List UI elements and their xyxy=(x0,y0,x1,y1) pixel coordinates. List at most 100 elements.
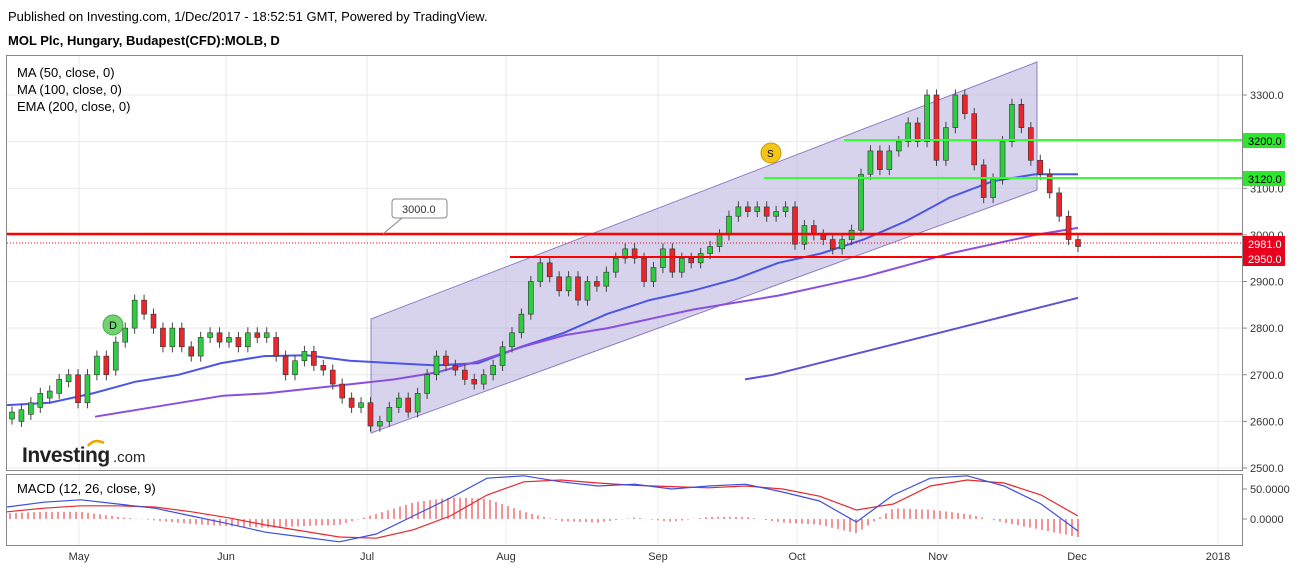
ma100-line xyxy=(94,226,1079,418)
macd-y-tick-label: 50.0000 xyxy=(1250,484,1290,496)
moving-averages xyxy=(7,173,1079,418)
ma50-line xyxy=(7,173,1078,407)
candle-body xyxy=(678,257,685,273)
x-tick-label: Nov xyxy=(928,551,948,563)
candle-body xyxy=(160,327,166,348)
price-tag-3120: 3120.0 xyxy=(1243,171,1285,186)
y-tick-label: 2700.0 xyxy=(1250,370,1284,382)
candle-body xyxy=(84,374,91,404)
candle-body xyxy=(28,402,34,415)
candle-body xyxy=(263,332,270,338)
candle-body xyxy=(792,206,798,245)
callout-3000[interactable]: 3000.0 xyxy=(382,198,448,235)
candle-body xyxy=(565,276,572,292)
dividend-marker[interactable]: D xyxy=(102,314,124,336)
candle-body xyxy=(999,141,1006,180)
candle-body xyxy=(933,94,940,161)
y-tick-label: 2800.0 xyxy=(1250,323,1284,335)
candle-body xyxy=(433,355,440,376)
candle-body xyxy=(754,206,761,212)
candle-body xyxy=(216,332,223,343)
x-tick-label: May xyxy=(69,551,90,563)
candle-body xyxy=(782,206,789,212)
candle-body xyxy=(273,337,279,357)
candle-body xyxy=(197,337,204,357)
price-tag-2950: 2950.0 xyxy=(1243,251,1285,266)
candle-body xyxy=(886,150,893,170)
x-tick-label: 2018 xyxy=(1206,551,1230,563)
candle-body xyxy=(518,313,525,334)
candle-body xyxy=(726,215,732,236)
candle-body xyxy=(669,248,676,273)
candle-body xyxy=(75,374,81,404)
macd-line xyxy=(6,475,1079,543)
x-tick-label: Jun xyxy=(217,551,235,563)
candle-body xyxy=(499,346,506,366)
candle-body xyxy=(745,206,751,212)
candle-body xyxy=(650,267,657,282)
candle-body xyxy=(405,397,412,413)
candle-body xyxy=(528,281,534,315)
candle-body xyxy=(858,173,864,231)
candle-body xyxy=(282,355,289,376)
candle-body xyxy=(386,407,393,422)
candle-body xyxy=(961,94,968,114)
candle-body xyxy=(301,351,308,362)
candle-body xyxy=(292,360,298,376)
candle-body xyxy=(612,257,619,273)
symbol-title: MOL Plc, Hungary, Budapest(CFD):MOLB, D xyxy=(8,33,280,48)
candle-body xyxy=(622,248,628,259)
candle-body xyxy=(9,411,15,420)
candle-body xyxy=(688,257,695,264)
svg-text:D: D xyxy=(109,320,117,332)
y-tick-label: 2500.0 xyxy=(1250,463,1284,475)
candle-body xyxy=(226,337,232,343)
price-tag-2981: 2981.0 xyxy=(1243,236,1285,251)
main-pane-frame xyxy=(6,55,1243,471)
legend-ma50: MA (50, close, 0) xyxy=(17,65,115,80)
candle-body xyxy=(141,299,147,315)
svg-text:2981.0: 2981.0 xyxy=(1248,239,1282,251)
candle-body xyxy=(546,262,553,278)
candle-body xyxy=(877,150,883,170)
candle-body xyxy=(1046,173,1053,194)
candle-body xyxy=(594,281,600,287)
candle-body xyxy=(660,248,666,268)
candle-body xyxy=(94,355,100,376)
candle-body xyxy=(905,122,911,142)
candle-body xyxy=(320,365,327,371)
y-tick-label: 3100.0 xyxy=(1250,183,1284,195)
candle-body xyxy=(914,122,921,142)
candle-body xyxy=(820,234,827,240)
x-tick-label: Dec xyxy=(1067,551,1087,563)
candle-body xyxy=(150,313,157,329)
candle-body xyxy=(943,127,949,161)
candle-body xyxy=(716,234,723,247)
candle-body xyxy=(1056,192,1062,217)
candle-body xyxy=(122,327,129,343)
candle-body xyxy=(131,299,138,329)
candle-body xyxy=(773,211,779,217)
candle-body xyxy=(37,393,44,408)
candle-body xyxy=(462,369,468,380)
candle-body xyxy=(952,94,959,128)
svg-text:.com: .com xyxy=(113,449,146,466)
candle-body xyxy=(56,379,62,394)
split-marker[interactable]: S xyxy=(760,142,782,164)
candle-body xyxy=(188,346,195,357)
x-axis: May Jun Jul Aug Sep Oct Nov Dec 2018 xyxy=(69,551,1231,563)
candle-body xyxy=(339,383,345,399)
y-tick-label: 2900.0 xyxy=(1250,277,1284,289)
candle-body xyxy=(395,397,402,408)
macd-y-tick-label: 0.0000 xyxy=(1250,514,1284,526)
candle-body xyxy=(329,369,336,385)
legend-ma100: MA (100, close, 0) xyxy=(17,82,122,97)
candle-body xyxy=(358,402,364,408)
y-tick-label: 3300.0 xyxy=(1250,90,1284,102)
y-tick-label: 2600.0 xyxy=(1250,416,1284,428)
candle-body xyxy=(65,374,72,383)
candle-body xyxy=(537,262,544,282)
candle-body xyxy=(169,327,176,348)
candle-body xyxy=(990,178,996,198)
